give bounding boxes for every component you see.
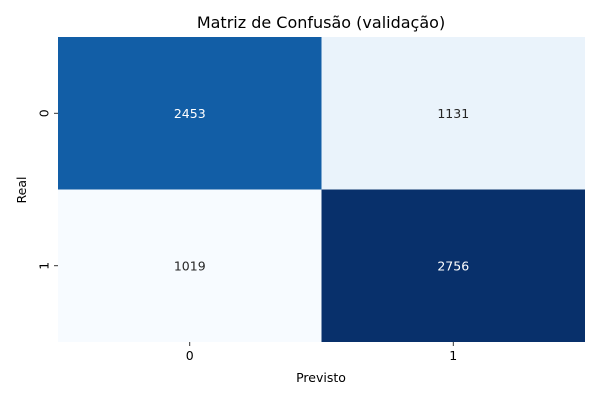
cell-value-label: 1019 bbox=[174, 258, 206, 273]
x-tick-label: 1 bbox=[449, 348, 457, 363]
heatmap-cell-0-0 bbox=[58, 37, 322, 190]
y-axis-ticks: 01 bbox=[37, 109, 58, 270]
heatmap-cell-1-1 bbox=[321, 189, 585, 342]
x-tick-label: 0 bbox=[186, 348, 194, 363]
x-axis-label: Previsto bbox=[296, 370, 346, 385]
cell-value-label: 2453 bbox=[174, 106, 206, 121]
heatmap-cell-1-0 bbox=[58, 189, 322, 342]
y-tick-label: 0 bbox=[37, 109, 52, 117]
chart-title: Matriz de Confusão (validação) bbox=[197, 13, 445, 32]
y-axis-label: Real bbox=[14, 177, 29, 204]
y-tick-label: 1 bbox=[37, 262, 52, 270]
heatmap-cell-0-1 bbox=[321, 37, 585, 190]
cell-value-label: 1131 bbox=[437, 106, 469, 121]
cell-value-label: 2756 bbox=[437, 258, 469, 273]
cell-annotations: 2453 1131 1019 2756 bbox=[174, 106, 469, 274]
heatmap-cells bbox=[58, 37, 585, 342]
